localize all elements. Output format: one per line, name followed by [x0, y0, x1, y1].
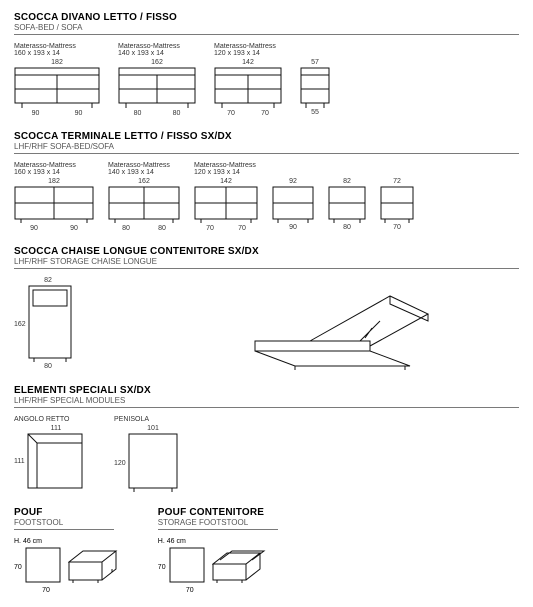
chaise-plan: 82 162 80 [14, 277, 72, 371]
term-72: 72 70 [380, 178, 414, 232]
dim-top: 182 [14, 59, 100, 66]
section-chaise: SCOCCA CHAISE LONGUE CONTENITORE SX/DX L… [14, 246, 519, 371]
sofa-narrow: 57 55 [300, 59, 330, 117]
row-chaise: 82 162 80 [14, 277, 519, 371]
row-special: ANGOLO RETTO 111 111 PENISOLA 101 120 [14, 416, 519, 493]
term-182: Materasso-Mattress 160 x 193 x 14 182 90… [14, 162, 94, 232]
term-82: 82 80 [328, 178, 366, 232]
row-sofa: Materasso-Mattress 160 x 193 x 14 182 90… [14, 43, 519, 117]
term-162: Materasso-Mattress 140 x 193 x 14 162 80… [108, 162, 180, 232]
row-terminal: Materasso-Mattress 160 x 193 x 14 182 90… [14, 162, 519, 232]
mattress-dim: 160 x 193 x 14 [14, 50, 60, 57]
angolo-retto: ANGOLO RETTO 111 111 [14, 416, 84, 489]
section-sofa: SCOCCA DIVANO LETTO / FISSO SOFA-BED / S… [14, 12, 519, 117]
section-pouf: POUF FOOTSTOOL H. 46 cm 70 70 [14, 507, 118, 595]
term-142: Materasso-Mattress 120 x 193 x 14 142 70… [194, 162, 258, 232]
sofa-142: Materasso-Mattress 120 x 193 x 14 142 70… [214, 43, 282, 117]
mattress-label: Materasso-Mattress [14, 43, 76, 50]
term-92: 92 90 [272, 178, 314, 232]
section-poufc: POUF CONTENITORE STORAGE FOOTSTOOL H. 46… [158, 507, 278, 595]
row-pouf: POUF FOOTSTOOL H. 46 cm 70 70 POUF CONTE… [14, 507, 519, 595]
chaise-open [250, 286, 430, 371]
dim-bot: 9090 [14, 110, 100, 117]
title-sofa: SCOCCA DIVANO LETTO / FISSO [14, 12, 519, 23]
sofa-162: Materasso-Mattress 140 x 193 x 14 162 80… [118, 43, 196, 117]
penisola: PENISOLA 101 120 [114, 416, 178, 493]
sofa-182: Materasso-Mattress 160 x 193 x 14 182 90… [14, 43, 100, 117]
sofa-drawing [14, 67, 100, 109]
section-terminal: SCOCCA TERMINALE LETTO / FISSO SX/DX LHF… [14, 131, 519, 232]
section-special: ELEMENTI SPECIALI SX/DX LHF/RHF SPECIAL … [14, 385, 519, 493]
sub-sofa: SOFA-BED / SOFA [14, 23, 519, 32]
divider [14, 34, 519, 35]
